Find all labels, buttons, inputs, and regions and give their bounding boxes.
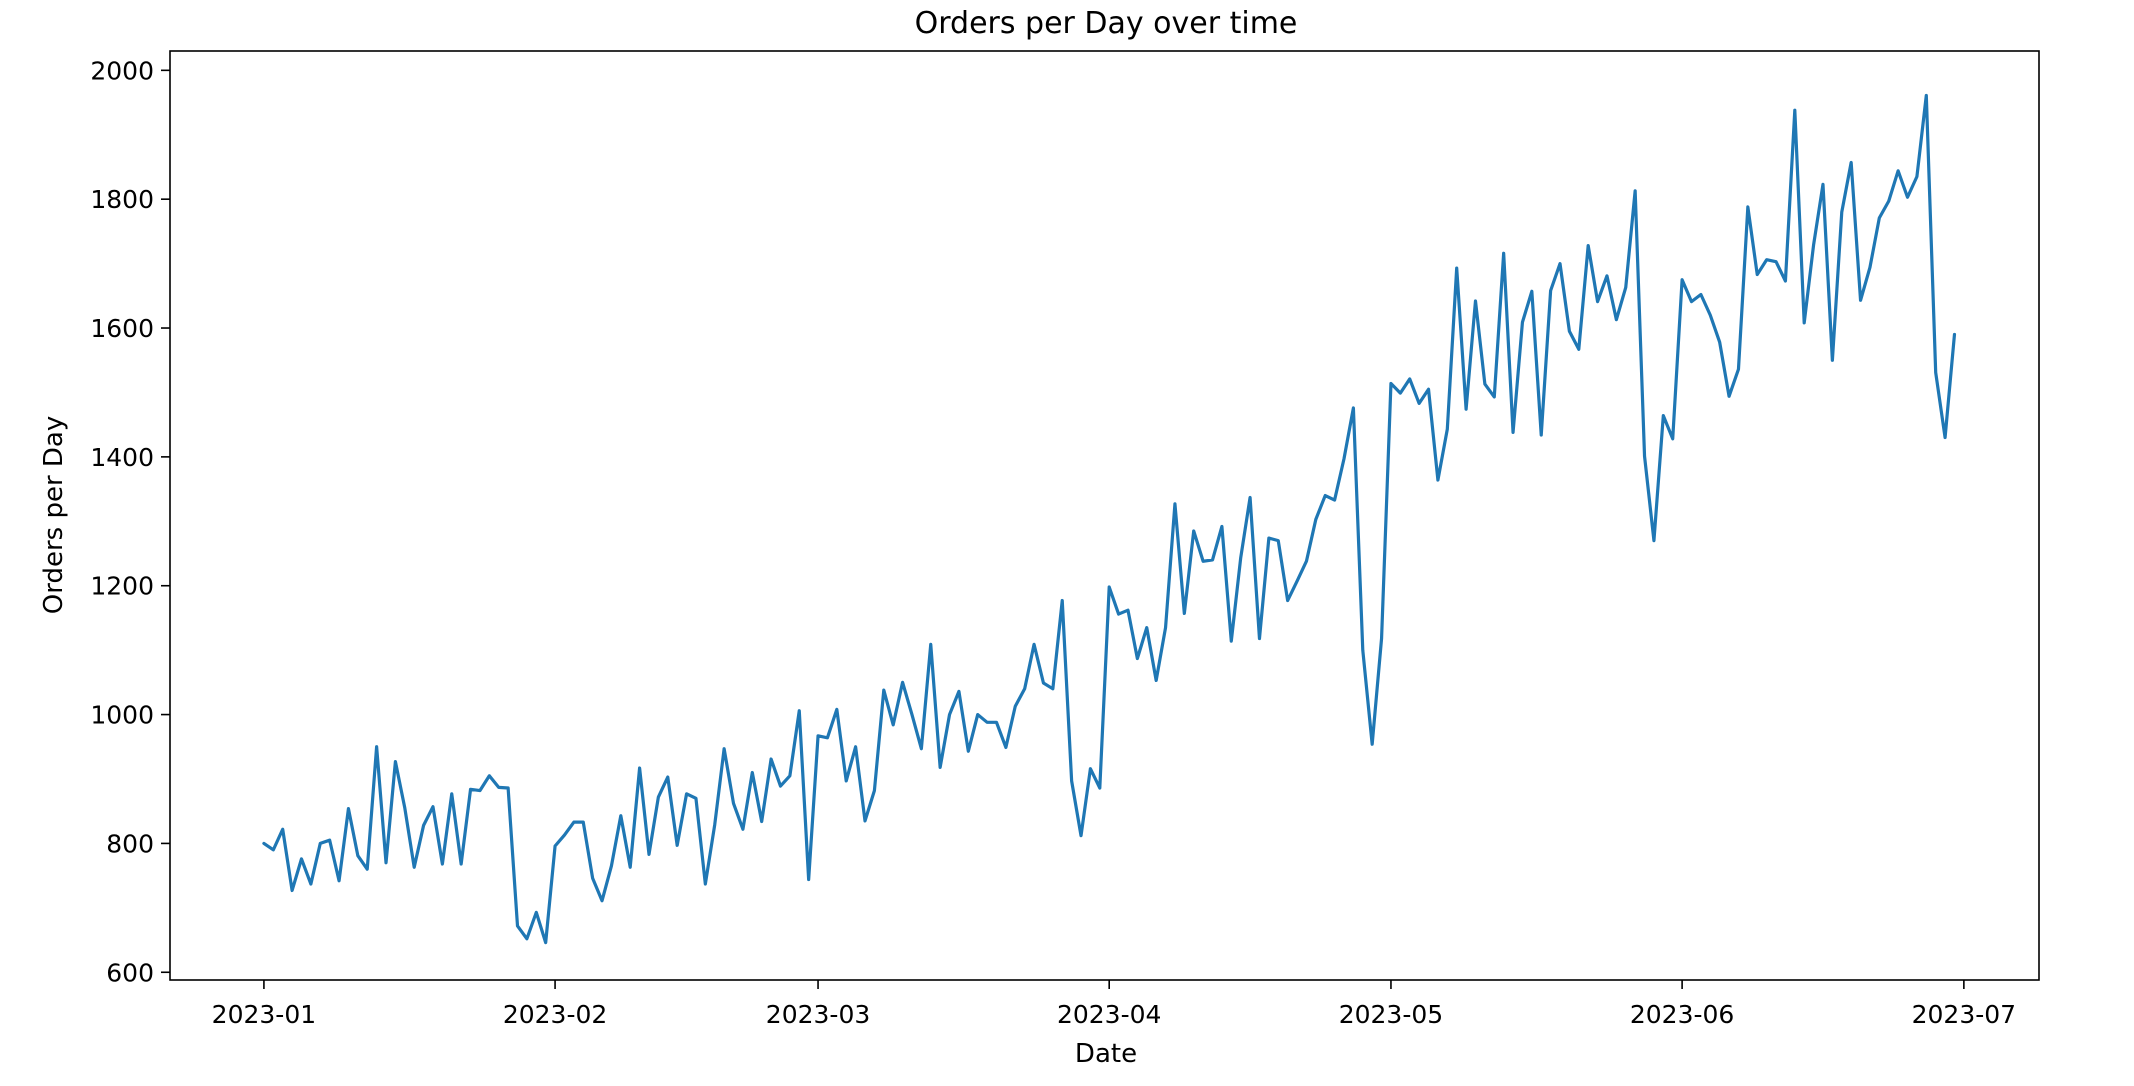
x-tick-label: 2023-07 <box>1912 1000 2016 1029</box>
y-tick-label: 1000 <box>90 701 154 730</box>
y-tick-label: 600 <box>106 958 154 987</box>
plot-frame <box>169 50 2040 981</box>
x-axis-label: Date <box>1075 1039 1137 1069</box>
y-tick-label: 1200 <box>90 572 154 601</box>
chart-title: Orders per Day over time <box>915 6 1298 41</box>
y-axis: 600 800 1000 1200 1400 1600 1800 2000 <box>90 56 170 987</box>
x-tick-label: 2023-04 <box>1057 1000 1161 1029</box>
y-tick-label: 1600 <box>90 314 154 343</box>
series-layer <box>262 93 1957 945</box>
y-tick-label: 800 <box>106 829 154 858</box>
x-tick-label: 2023-02 <box>503 1000 607 1029</box>
plot-area <box>169 50 2040 981</box>
y-tick-label: 1800 <box>90 185 154 214</box>
x-axis: 2023-01 2023-02 2023-03 2023-04 2023-05 2023-… <box>212 980 2016 1029</box>
series-line <box>262 93 1957 945</box>
y-tick-label: 2000 <box>90 56 154 85</box>
y-axis-label: Orders per Day <box>39 416 69 615</box>
x-tick-label: 2023-06 <box>1630 1000 1734 1029</box>
y-tick-label: 1400 <box>90 443 154 472</box>
x-tick-label: 2023-03 <box>766 1000 870 1029</box>
x-tick-label: 2023-05 <box>1339 1000 1443 1029</box>
x-tick-label: 2023-01 <box>212 1000 316 1029</box>
